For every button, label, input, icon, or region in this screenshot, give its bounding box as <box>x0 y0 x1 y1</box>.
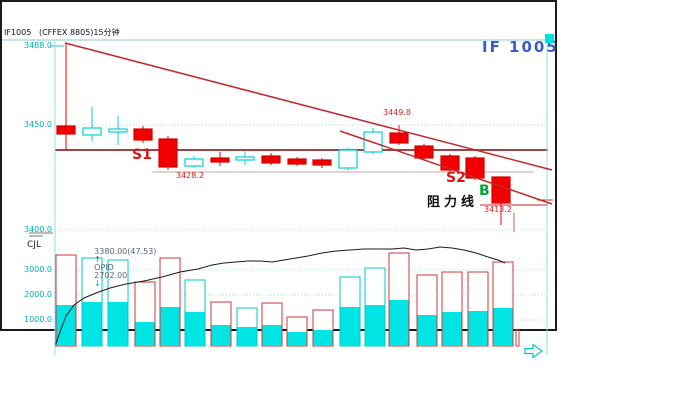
volume-bar-fill <box>108 302 128 346</box>
volume-bar-fill <box>340 307 360 346</box>
opid-label: OPID <box>94 263 114 272</box>
candle-body <box>440 155 460 171</box>
candle-body <box>133 128 153 141</box>
down-arrow-icon: ↓ <box>94 279 101 288</box>
price-axis-label-3450: 3450.0 <box>24 120 52 129</box>
candle-body <box>389 132 409 144</box>
candle-body <box>338 149 358 169</box>
volume-indicator-label: CJL <box>27 240 41 250</box>
candle-body <box>491 176 511 204</box>
candle-body <box>235 156 255 161</box>
scroll-right-icon[interactable] <box>524 343 544 359</box>
price-axis-label-3400: 3400.0 <box>24 225 52 234</box>
volume-bar-fill <box>365 305 385 346</box>
signal-s1-label: S1 <box>132 147 152 163</box>
volume-bar-fill <box>493 308 513 346</box>
volume-axis-label-1000: 1000.0 <box>24 315 52 324</box>
volume-axis-label-3000: 3000.0 <box>24 265 52 274</box>
volume-bar-fill <box>56 305 76 346</box>
corner-marker <box>545 34 554 43</box>
volume-bar-fill <box>82 302 102 346</box>
signal-s2-label: S2 <box>446 170 466 186</box>
candle-body <box>82 127 102 136</box>
volume-bar-fill <box>262 325 282 346</box>
volume-bar-fill <box>287 332 307 346</box>
volume-bar-fill <box>185 312 205 346</box>
volume-ma-line <box>54 246 506 347</box>
volume-bar-fill <box>442 312 462 346</box>
candle-body <box>184 158 204 167</box>
resistance-line-label: 阻力线 <box>427 195 479 210</box>
volume-bar-fill <box>389 300 409 346</box>
volume-value: 3380.00(47.53) <box>94 247 157 256</box>
volume-bar-fill <box>417 315 437 346</box>
candle-body <box>210 157 230 163</box>
volume-bar-fill <box>135 322 155 346</box>
volume-header: 3380.00(47.53) ↑ OPID 2702.00 ↓ <box>84 240 156 296</box>
price-axis-label-3488: 3488.0 <box>24 41 52 50</box>
candle-body <box>56 125 76 135</box>
volume-axis-label-2000: 2000.0 <box>24 290 52 299</box>
volume-bar-fill <box>237 327 257 346</box>
candle-body <box>158 138 178 168</box>
candle-body <box>108 128 128 133</box>
opid-value: 2702.00 <box>94 271 128 280</box>
price-mark-3413: 3413.2 <box>484 205 512 214</box>
candle-body <box>287 158 307 165</box>
volume-bar-fill <box>313 330 333 346</box>
window-title[interactable]: IF1005 (CFFEX 8805)15分钟 <box>4 28 120 37</box>
candle-body <box>312 159 332 166</box>
trend-line <box>64 42 553 171</box>
trend-line <box>339 130 553 205</box>
signal-b-label: B <box>479 183 490 199</box>
volume-bar-fill <box>211 325 231 346</box>
up-arrow-icon: ↑ <box>94 255 101 264</box>
candle-body <box>414 145 434 159</box>
price-mark-3428: 3428.2 <box>176 171 204 180</box>
volume-bar-fill <box>160 307 180 346</box>
price-mark-3449: 3449.8 <box>383 108 411 117</box>
candle-body <box>261 155 281 164</box>
volume-bar-fill <box>468 311 488 346</box>
contract-symbol-label: IF 1005 <box>482 38 559 56</box>
volume-bar-partial <box>515 329 520 347</box>
